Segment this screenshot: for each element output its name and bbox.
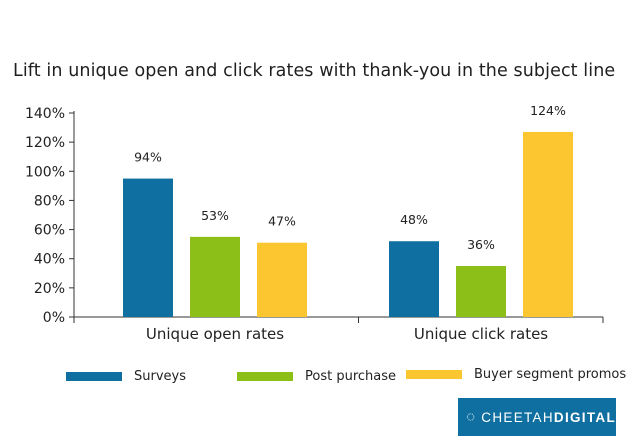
chart-axes: 0% 20% 40% 60% 80% 100% 120% 140% xyxy=(25,106,604,326)
chart-labels: 94% 53% 47% Unique open rates 48% 36% 124% Uniq… xyxy=(134,103,566,343)
bar-post-purchase-open xyxy=(190,236,240,317)
data-label: 47% xyxy=(268,214,296,229)
cheetah-digital-logo: CHEETAHDIGITAL xyxy=(458,398,616,436)
logo-dot xyxy=(473,418,474,420)
bar-post-purchase-click xyxy=(456,266,506,317)
logo-dot xyxy=(468,419,470,421)
logo-text: CHEETAHDIGITAL xyxy=(481,410,616,425)
bar-buyer-segment-promos-click xyxy=(523,131,573,317)
logo-text-part1: CHEETAH xyxy=(481,409,554,425)
logo-dot xyxy=(467,414,469,416)
logo-dot xyxy=(473,416,475,418)
bar-buyer-segment-promos-open xyxy=(257,242,307,317)
y-tick-label: 140% xyxy=(25,106,65,122)
y-tick-label: 100% xyxy=(25,164,65,180)
y-tick-label: 80% xyxy=(34,193,65,209)
y-tick-label: 120% xyxy=(25,135,65,151)
logo-dot xyxy=(470,413,472,415)
category-label: Unique click rates xyxy=(414,325,548,343)
category-label: Unique open rates xyxy=(146,325,284,343)
bar-surveys-click xyxy=(389,241,439,317)
data-label: 124% xyxy=(530,103,566,118)
data-label: 53% xyxy=(201,208,229,223)
y-tick-label: 60% xyxy=(34,223,65,239)
bar-surveys-open xyxy=(123,178,173,317)
logo-dot xyxy=(470,419,472,421)
logo-dot xyxy=(467,418,469,420)
chart-bars xyxy=(123,131,573,317)
logo-dot xyxy=(468,413,470,415)
logo-dot xyxy=(471,419,473,421)
chart-title: Lift in unique open and click rates with… xyxy=(13,61,616,81)
logo-dot xyxy=(471,413,473,415)
data-label: 94% xyxy=(134,150,162,165)
y-tick-label: 20% xyxy=(34,281,65,297)
dotted-ring-icon xyxy=(466,413,475,421)
logo-dot xyxy=(473,414,474,416)
data-label: 36% xyxy=(467,237,495,252)
y-tick-label: 40% xyxy=(34,252,65,268)
y-tick-label: 0% xyxy=(43,310,65,326)
logo-text-part2: DIGITAL xyxy=(553,409,616,425)
data-label: 48% xyxy=(400,212,428,227)
logo-dot xyxy=(466,416,469,418)
